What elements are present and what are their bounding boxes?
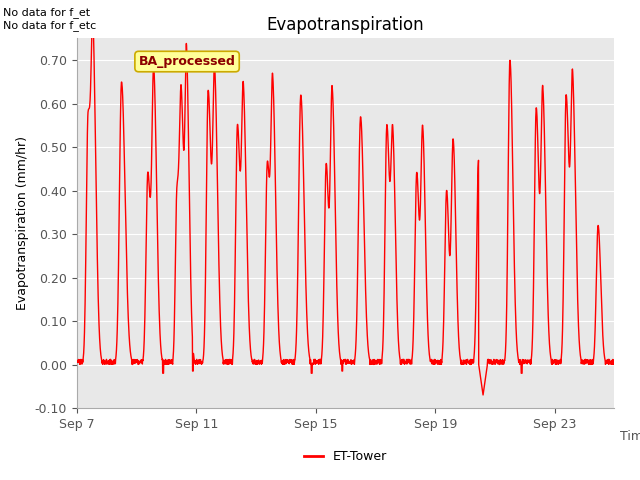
Title: Evapotranspiration: Evapotranspiration [267, 16, 424, 34]
Text: BA_processed: BA_processed [139, 55, 236, 68]
Text: No data for f_et
No data for f_etc: No data for f_et No data for f_etc [3, 7, 97, 31]
Legend: ET-Tower: ET-Tower [299, 445, 392, 468]
Y-axis label: Evapotranspiration (mm/hr): Evapotranspiration (mm/hr) [16, 136, 29, 310]
Text: Time: Time [620, 430, 640, 443]
